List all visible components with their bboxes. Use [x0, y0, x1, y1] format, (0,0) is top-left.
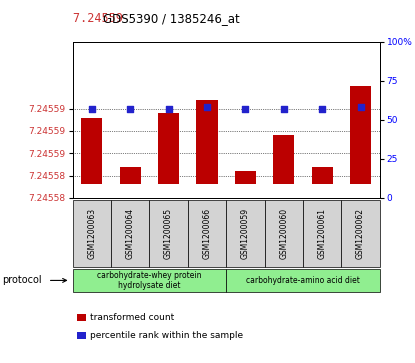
- Text: GDS5390 / 1385246_at: GDS5390 / 1385246_at: [103, 12, 239, 25]
- Text: GSM1200066: GSM1200066: [203, 208, 212, 259]
- Text: GSM1200064: GSM1200064: [126, 208, 135, 259]
- Bar: [81, 118, 103, 184]
- Text: GSM1200059: GSM1200059: [241, 208, 250, 259]
- Text: GSM1200063: GSM1200063: [87, 208, 96, 259]
- Bar: [196, 100, 217, 184]
- Text: GSM1200065: GSM1200065: [164, 208, 173, 259]
- Text: transformed count: transformed count: [90, 313, 174, 322]
- Bar: [273, 135, 294, 184]
- Text: GSM1200061: GSM1200061: [317, 208, 327, 259]
- Text: carbohydrate-amino acid diet: carbohydrate-amino acid diet: [246, 276, 360, 285]
- Point: [165, 106, 172, 112]
- Text: 7.24559: 7.24559: [73, 12, 129, 25]
- Point: [242, 106, 249, 112]
- Point: [319, 106, 325, 112]
- Point: [127, 106, 134, 112]
- Text: percentile rank within the sample: percentile rank within the sample: [90, 331, 243, 340]
- Point: [88, 106, 95, 112]
- Bar: [120, 167, 141, 184]
- Text: GSM1200060: GSM1200060: [279, 208, 288, 259]
- Point: [204, 105, 210, 110]
- Bar: [350, 86, 371, 184]
- Text: GSM1200062: GSM1200062: [356, 208, 365, 259]
- Bar: [158, 113, 179, 184]
- Bar: [312, 167, 333, 184]
- Bar: [235, 171, 256, 184]
- Point: [357, 105, 364, 110]
- Point: [281, 106, 287, 112]
- Text: carbohydrate-whey protein
hydrolysate diet: carbohydrate-whey protein hydrolysate di…: [97, 271, 202, 290]
- Text: protocol: protocol: [2, 276, 42, 285]
